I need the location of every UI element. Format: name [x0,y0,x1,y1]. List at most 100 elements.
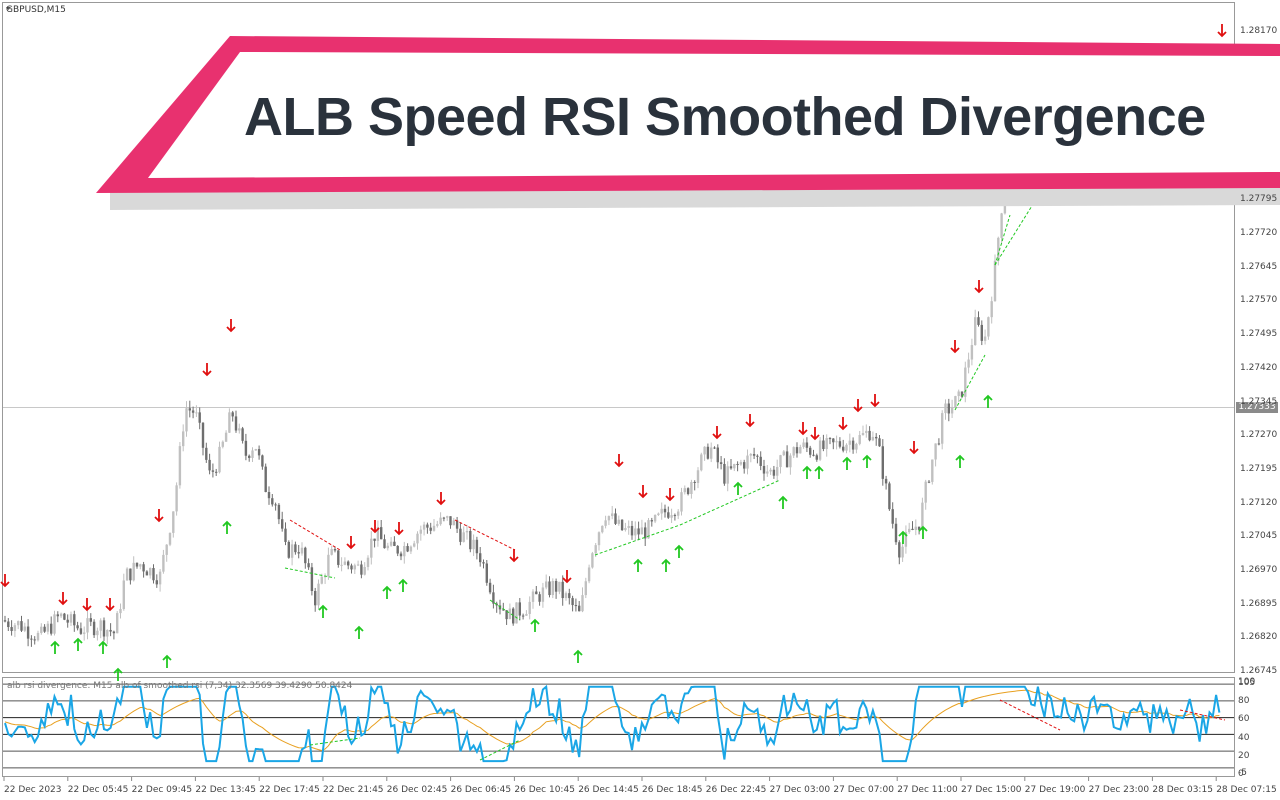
candle-body [878,438,881,447]
candle-body [554,580,558,592]
candle-body [660,508,663,514]
candle-body [667,512,670,518]
candle-body [848,440,851,445]
up-arrow-icon [674,544,684,558]
candle-body [561,581,564,599]
candle-body [756,455,759,457]
indicator-axis-label: 40 [1238,733,1250,743]
candle-body [350,565,353,570]
divergence-line [594,524,681,556]
candle-body [752,454,756,456]
candle-body [66,619,69,623]
candle-body [23,626,26,631]
candle-body [498,605,502,610]
price-axis-label: 1.27045 [1240,531,1278,541]
candle-body [502,609,505,611]
candle-body [799,446,802,454]
candle-body [871,436,875,441]
candle-body [406,546,409,552]
candle-body [521,615,525,617]
candle-body [26,626,30,639]
price-axis-label: 1.27420 [1240,363,1278,373]
candle-body [693,481,696,483]
candle-body [50,623,53,634]
down-arrow-icon [370,520,380,534]
price-axis-label: 1.27795 [1240,194,1278,204]
time-axis-label: 28 Dec 03:15 [1152,785,1213,795]
signal-arrows [0,24,1227,681]
up-arrow-icon [918,525,928,539]
candle-body [528,601,531,614]
candle-body [92,621,96,636]
candle-body [917,526,921,530]
candle-body [469,530,472,550]
price-axis-label: 1.27495 [1240,329,1278,339]
down-arrow-icon [838,417,848,431]
candle-body [802,442,805,447]
down-arrow-icon [58,592,68,606]
candle-body [472,539,475,550]
candle-body [568,593,571,599]
divergence-line [679,479,781,526]
down-arrow-icon [226,319,236,333]
candle-body [215,471,218,473]
candle-body [241,428,244,441]
down-arrow-icon [346,536,356,550]
candle-body [888,483,891,510]
down-arrow-icon [105,598,115,612]
candle-body [271,498,274,505]
candle-body [234,416,238,431]
candle-body [706,446,710,459]
down-arrow-icon [202,363,212,377]
candle-body [429,527,432,531]
candle-body [607,516,611,521]
up-arrow-icon [633,558,643,572]
candle-body [198,412,201,423]
candle-body [644,527,647,539]
candle-body [389,541,393,546]
candle-body [172,511,175,533]
candle-body [353,565,356,570]
candle-body [508,608,512,620]
up-arrow-icon [842,456,852,470]
candle-body [762,465,766,474]
indicator-divergence-line [999,699,1061,731]
candle-body [419,529,422,534]
candle-body [168,532,172,545]
candle-body [620,519,624,531]
candle-body [264,466,267,493]
candle-body [512,608,515,624]
candle-body [195,412,198,414]
candle-body [116,613,119,634]
candle-body [974,317,977,346]
candle-body [33,639,36,641]
candle-body [310,567,314,591]
time-axis-label: 27 Dec 15:00 [961,785,1022,795]
indicator-frame [2,677,1235,777]
candle-body [792,447,795,456]
candle-body [436,524,439,526]
candle-body [719,462,723,464]
candle-body [102,620,106,637]
candle-body [20,621,23,631]
candle-body [333,549,337,551]
candle-body [624,527,627,531]
time-axis-label: 26 Dec 06:45 [450,785,512,795]
candle-body [277,504,281,520]
down-arrow-icon [950,340,960,354]
candle-body [182,431,185,447]
candle-body [653,515,657,522]
candle-body [10,627,13,631]
candle-body [132,562,135,581]
candle-body [73,614,76,626]
candle-body [815,455,818,460]
divergence-line [994,184,1046,266]
down-arrow-icon [82,598,92,612]
candle-body [257,449,261,456]
up-arrow-icon [162,654,172,668]
candle-body [733,463,736,469]
candle-body [713,447,716,449]
candle-body [337,550,340,565]
candle-body [677,511,680,516]
